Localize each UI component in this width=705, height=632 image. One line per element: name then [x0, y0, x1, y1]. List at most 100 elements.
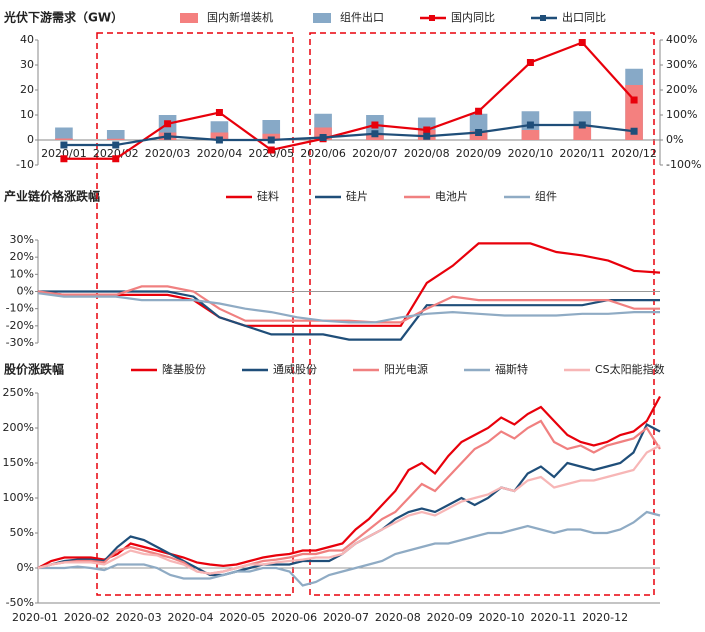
- x-tick-label: 2020-08: [375, 611, 421, 624]
- y-tick-label: 50%: [10, 526, 34, 539]
- marker: [112, 155, 120, 163]
- y-tick-label: 200%: [3, 421, 34, 434]
- y-tick-label: 250%: [3, 386, 34, 399]
- x-tick-label: 2020/07: [352, 147, 398, 160]
- legend-label: CS太阳能指数: [595, 362, 665, 376]
- bar: [106, 130, 125, 140]
- marker: [164, 120, 172, 128]
- y-tick-label: 0%: [17, 561, 34, 574]
- bar: [55, 138, 73, 140]
- x-tick-label: 2020/12: [611, 147, 657, 160]
- marker: [371, 130, 379, 138]
- line: [37, 422, 661, 577]
- legend-label: 硅料: [257, 189, 279, 203]
- legend-label: 国内新增装机: [207, 10, 273, 24]
- marker: [112, 141, 120, 149]
- line: [37, 285, 660, 324]
- legend-label: 国内同比: [451, 10, 495, 24]
- line: [38, 510, 661, 587]
- legend-label: 组件出口: [340, 10, 384, 24]
- marker: [475, 107, 483, 115]
- marker: [267, 136, 275, 144]
- chart-title: 产业链价格涨跌幅: [4, 189, 100, 204]
- marker: [423, 132, 431, 140]
- y-tick-label: -20%: [6, 319, 34, 332]
- marker: [475, 129, 483, 136]
- bar: [521, 130, 540, 140]
- x-tick-label: 2020/06: [300, 147, 346, 160]
- line: [38, 290, 660, 341]
- bar: [106, 138, 125, 140]
- line: [63, 123, 635, 147]
- line: [37, 395, 661, 569]
- x-tick-label: 2020-03: [116, 611, 162, 624]
- bar: [625, 85, 643, 140]
- marker: [215, 109, 223, 116]
- y-tick-label: 30%: [10, 233, 34, 246]
- x-tick-label: 2020-02: [64, 611, 110, 624]
- highlight-box: [96, 32, 294, 596]
- y-tick-label: 20%: [10, 250, 34, 263]
- marker: [164, 132, 172, 140]
- x-tick-label: 2020/09: [456, 147, 502, 160]
- legend-swatch: [180, 13, 198, 23]
- y-tick-label: -10%: [6, 302, 34, 315]
- marker: [371, 121, 379, 129]
- x-tick-label: 2020/08: [404, 147, 450, 160]
- y-tick-label: 10%: [10, 267, 34, 280]
- chart-title: 股价涨跌幅: [4, 362, 64, 377]
- legend-label: 福斯特: [495, 362, 528, 376]
- legend-swatch: [540, 15, 546, 21]
- highlight-box: [309, 32, 655, 596]
- y-tick-label: 0: [27, 133, 34, 146]
- x-tick-label: 2020-06: [271, 611, 317, 624]
- marker: [630, 127, 638, 135]
- y-tick-label: 10: [20, 108, 34, 121]
- y-tick-label: 0%: [17, 285, 34, 298]
- marker: [60, 155, 68, 163]
- x-tick-label: 2020-10: [479, 611, 525, 624]
- x-tick-label: 2020/01: [41, 147, 87, 160]
- y2-tick-label: 100%: [666, 108, 697, 121]
- x-tick-label: 2020-01: [12, 611, 58, 624]
- y-tick-label: 100%: [3, 491, 34, 504]
- legend-swatch: [313, 13, 331, 23]
- line: [37, 242, 661, 327]
- y-tick-label: 20: [20, 83, 34, 96]
- bar: [55, 127, 73, 140]
- marker: [267, 146, 275, 154]
- marker: [630, 96, 638, 104]
- y-tick-label: -30%: [6, 336, 34, 349]
- x-tick-label: 2020-07: [323, 611, 369, 624]
- y-tick-label: 30: [20, 58, 34, 71]
- y-tick-label: -50%: [6, 596, 34, 609]
- bar: [210, 132, 229, 140]
- x-tick-label: 2020-12: [582, 611, 628, 624]
- legend-label: 出口同比: [562, 10, 606, 24]
- legend-label: 电池片: [435, 190, 468, 203]
- y-tick-label: 150%: [3, 456, 34, 469]
- y2-tick-label: -100%: [666, 158, 701, 171]
- marker: [319, 134, 327, 141]
- x-tick-label: 2020/11: [559, 147, 605, 160]
- legend-label: 硅片: [346, 190, 368, 203]
- legend-label: 组件: [535, 189, 557, 203]
- x-tick-label: 2020/04: [197, 147, 243, 160]
- x-tick-label: 2020/03: [145, 147, 191, 160]
- line: [37, 419, 661, 575]
- line: [37, 292, 660, 324]
- y2-tick-label: 400%: [666, 33, 697, 46]
- marker: [526, 59, 534, 66]
- legend-label: 隆基股份: [162, 362, 206, 376]
- marker: [423, 126, 431, 134]
- marker: [578, 39, 586, 46]
- marker: [526, 121, 534, 129]
- x-tick-label: 2020/10: [508, 147, 554, 160]
- y2-tick-label: 300%: [666, 58, 697, 71]
- x-tick-label: 2020-05: [219, 611, 265, 624]
- y-tick-label: 40: [20, 33, 34, 46]
- line: [63, 41, 635, 160]
- bar: [573, 125, 592, 140]
- chart-title: 光伏下游需求（GW）: [3, 10, 123, 25]
